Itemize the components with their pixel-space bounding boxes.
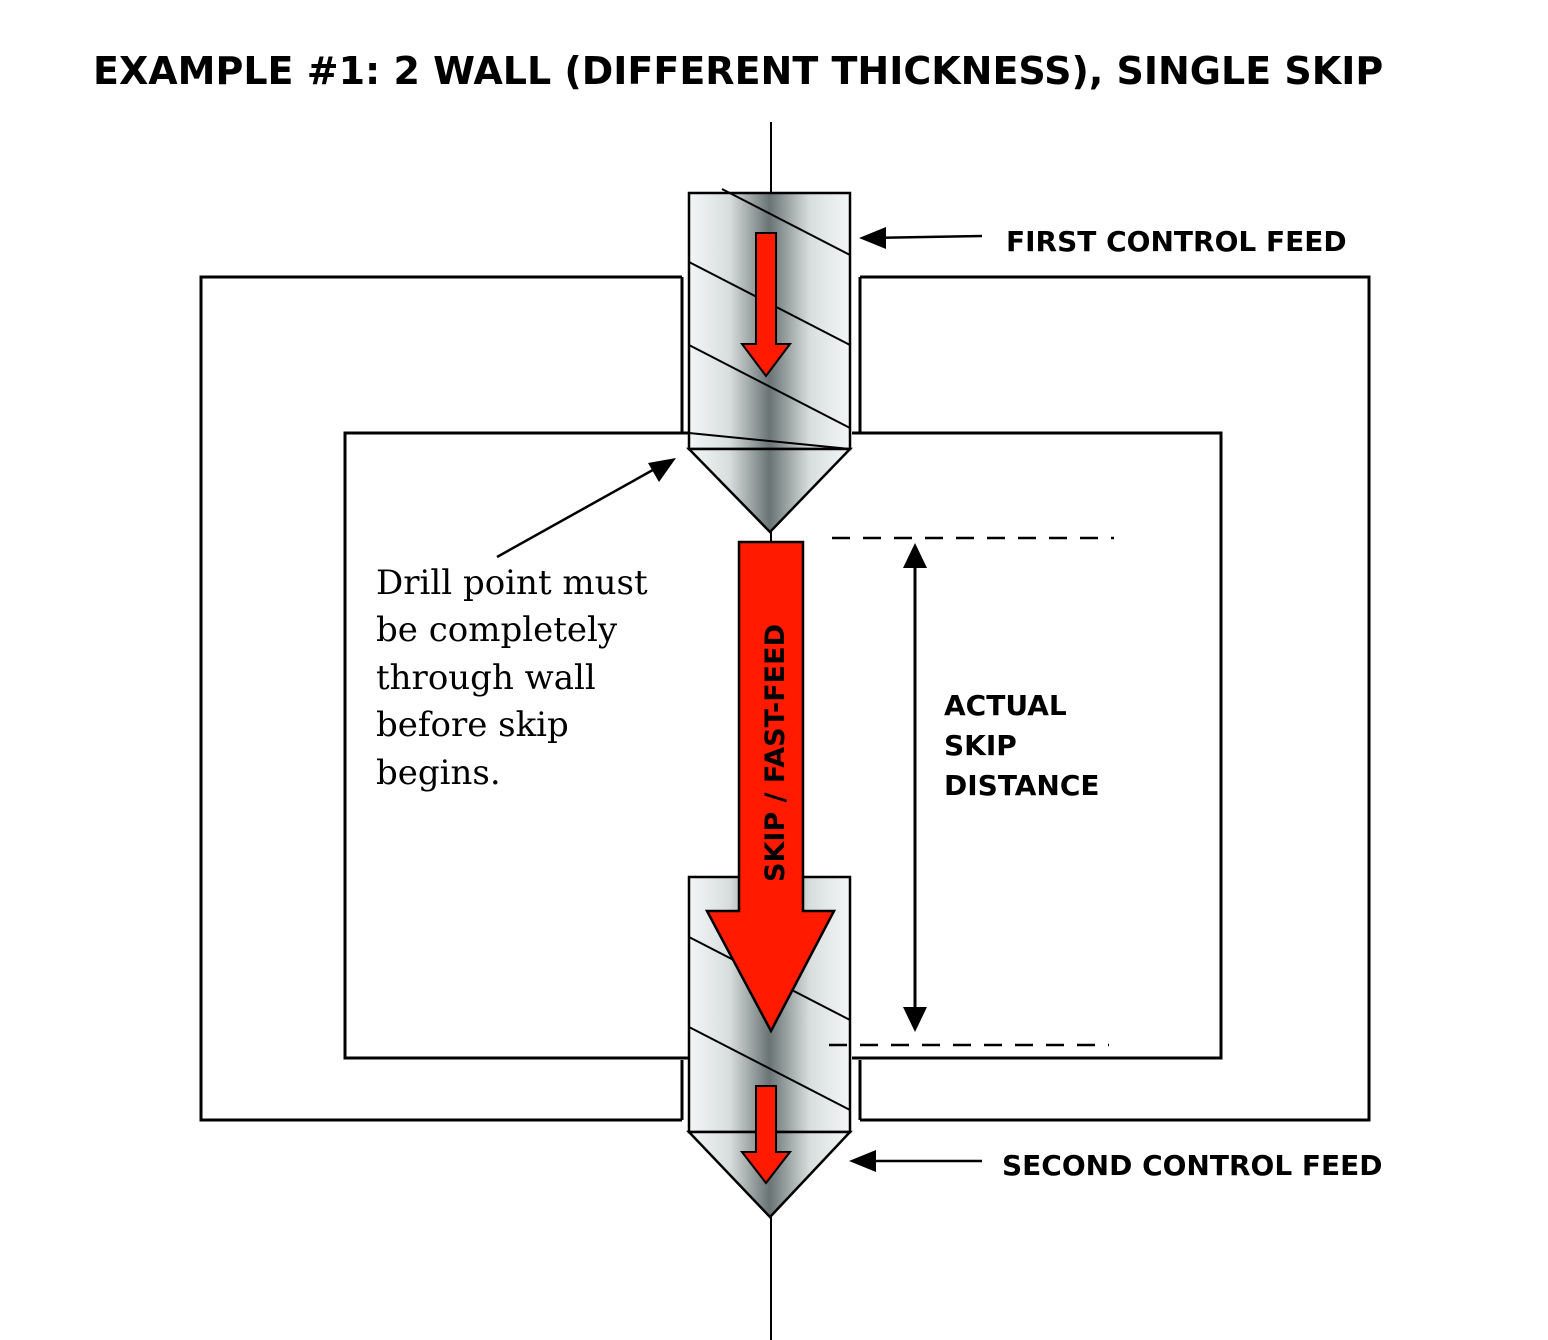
skip-fast-feed-arrow (704, 540, 837, 1034)
inner-wall (343, 431, 1223, 1060)
drill-point-note: Drill point must be completely through w… (376, 563, 658, 793)
skip-distance-limits (829, 536, 1114, 1047)
note-line-2: be completely (376, 610, 618, 650)
first-control-feed-label: FIRST CONTROL FEED (1006, 225, 1347, 258)
note-pointer (496, 464, 661, 559)
skip-distance-dimension-arrow (903, 543, 927, 1032)
skip-arrow-label: SKIP / FAST-FEED (760, 624, 791, 882)
note-line-1: Drill point must (376, 563, 648, 603)
note-line-4: before skip (376, 705, 569, 745)
skip-distance-line-1: ACTUAL (944, 689, 1067, 722)
first-feed-arrow (740, 232, 792, 378)
skip-distance-line-3: DISTANCE (944, 769, 1100, 802)
diagram-title: EXAMPLE #1: 2 WALL (DIFFERENT THICKNESS)… (93, 49, 1383, 93)
note-line-3: through wall (376, 658, 596, 698)
second-control-feed-label: SECOND CONTROL FEED (1002, 1149, 1383, 1182)
skip-distance-label: ACTUAL SKIP DISTANCE (944, 689, 1100, 802)
note-line-5: begins. (376, 753, 501, 793)
skip-distance-line-2: SKIP (944, 729, 1017, 762)
second-feed-arrow (739, 1085, 793, 1185)
outer-wall (199, 275, 1371, 1122)
